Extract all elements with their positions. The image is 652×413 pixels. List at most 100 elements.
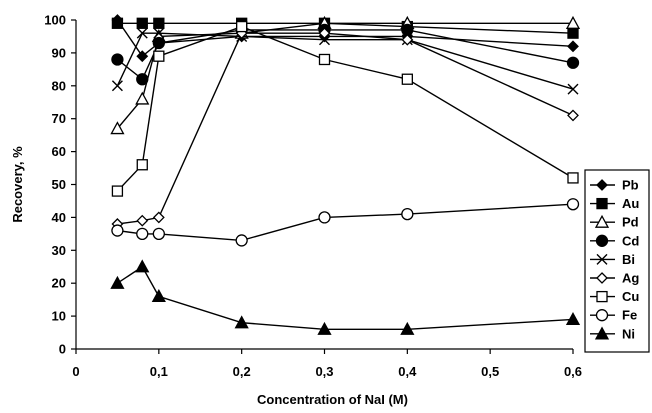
series-line-cu — [116, 25, 574, 192]
legend-label-cd: Cd — [622, 233, 639, 248]
point-cu — [136, 159, 148, 171]
legend-item-ni: Ni — [590, 326, 635, 341]
point-fe — [235, 234, 248, 247]
legend-marker-pb — [596, 179, 608, 191]
series-ni — [110, 259, 581, 335]
point-ag — [567, 109, 579, 122]
point-cu — [111, 185, 124, 197]
y-tick-label: 90 — [52, 45, 66, 60]
legend-label-fe: Fe — [622, 308, 637, 323]
legend-label-pb: Pb — [622, 178, 639, 193]
legend-item-pd: Pd — [590, 215, 639, 230]
point-cu — [236, 20, 248, 33]
x-tick-label: 0,4 — [398, 364, 417, 379]
point-au — [136, 17, 148, 29]
y-tick-label: 70 — [52, 111, 66, 126]
x-tick-label: 0,6 — [564, 364, 582, 379]
point-ag — [401, 33, 414, 46]
x-tick-label: 0 — [72, 364, 79, 379]
series-line-cd — [116, 29, 574, 81]
point-ag — [136, 214, 149, 227]
x-tick-label: 0,5 — [481, 364, 499, 379]
series-pb — [111, 14, 579, 63]
y-tick-label: 40 — [52, 210, 66, 225]
legend-label-bi: Bi — [622, 252, 635, 267]
legend-label-pd: Pd — [622, 215, 639, 230]
legend-marker-cu — [596, 290, 608, 303]
point-cu — [153, 50, 165, 62]
legend-box — [584, 169, 650, 353]
legend-item-pb: Pb — [590, 178, 639, 193]
point-ni — [135, 259, 150, 273]
series-line-fe — [117, 203, 574, 242]
y-tick-label: 10 — [52, 309, 66, 324]
point-pd — [135, 91, 150, 105]
y-tick-label: 80 — [52, 78, 66, 93]
legend-item-cd: Cd — [590, 233, 639, 248]
y-tick-label: 20 — [52, 276, 66, 291]
point-cu — [567, 172, 579, 184]
point-cd — [152, 36, 165, 50]
point-fe — [401, 207, 414, 221]
legend-marker-au — [596, 197, 608, 210]
y-tick-label: 50 — [52, 177, 66, 192]
legend-marker-ni — [594, 326, 610, 340]
legend-item-bi: Bi — [590, 252, 635, 267]
series-line-ni — [117, 265, 574, 330]
legend-item-au: Au — [590, 196, 639, 211]
legend-marker-ag — [596, 272, 608, 284]
point-pb — [567, 40, 579, 53]
point-cu — [401, 73, 413, 85]
point-bi — [153, 27, 165, 39]
point-ni — [234, 315, 249, 329]
point-bi — [111, 80, 123, 92]
point-bi — [136, 27, 148, 39]
point-bi — [567, 83, 579, 95]
x-tick-label: 0,1 — [150, 364, 168, 379]
y-tick-label: 0 — [59, 342, 66, 357]
point-fe — [318, 211, 331, 224]
point-fe — [136, 227, 149, 241]
point-fe — [152, 227, 165, 241]
legend-item-cu: Cu — [590, 289, 639, 304]
series-bi — [111, 27, 579, 95]
point-au — [567, 27, 579, 39]
point-au — [153, 17, 165, 29]
point-fe — [111, 224, 124, 237]
y-tick-label: 60 — [52, 144, 66, 159]
y-axis-title: Recovery, % — [10, 146, 25, 223]
point-ni — [400, 321, 415, 335]
series-layer — [110, 14, 581, 335]
legend-marker-cd — [595, 234, 609, 247]
point-cd — [111, 53, 124, 66]
axes: 0 10 20 30 40 50 60 70 80 90 100 0 0,1 0,2 0,3 0,4 0,5 0,… — [44, 13, 582, 380]
point-bi — [319, 34, 330, 46]
point-ag — [318, 27, 331, 40]
point-pd — [565, 15, 581, 29]
series-line-ag — [117, 32, 574, 225]
legend-marker-bi — [596, 253, 608, 265]
point-ni — [317, 321, 332, 335]
x-tick-label: 0,3 — [315, 364, 333, 379]
legend-label-ag: Ag — [622, 271, 639, 286]
legend-item-ag: Ag — [590, 271, 639, 286]
point-ni — [151, 289, 166, 303]
legend-marker-fe — [595, 309, 609, 322]
point-cd — [401, 23, 414, 37]
y-tick-label: 30 — [52, 243, 66, 258]
point-fe — [566, 198, 580, 211]
point-pd — [110, 121, 125, 135]
point-ag — [152, 211, 165, 224]
point-cd — [566, 56, 580, 69]
legend-item-fe: Fe — [590, 308, 637, 323]
legend-label-au: Au — [622, 196, 639, 211]
series-line-au — [117, 22, 574, 34]
x-axis-title: Concentration of NaI (M) — [257, 392, 408, 407]
legend-marker-pd — [594, 214, 610, 228]
series-fe — [111, 198, 580, 247]
point-cu — [318, 53, 331, 66]
point-au — [111, 17, 124, 29]
point-pb — [136, 50, 149, 63]
series-ag — [111, 27, 579, 230]
y-tick-label: 100 — [44, 13, 66, 28]
